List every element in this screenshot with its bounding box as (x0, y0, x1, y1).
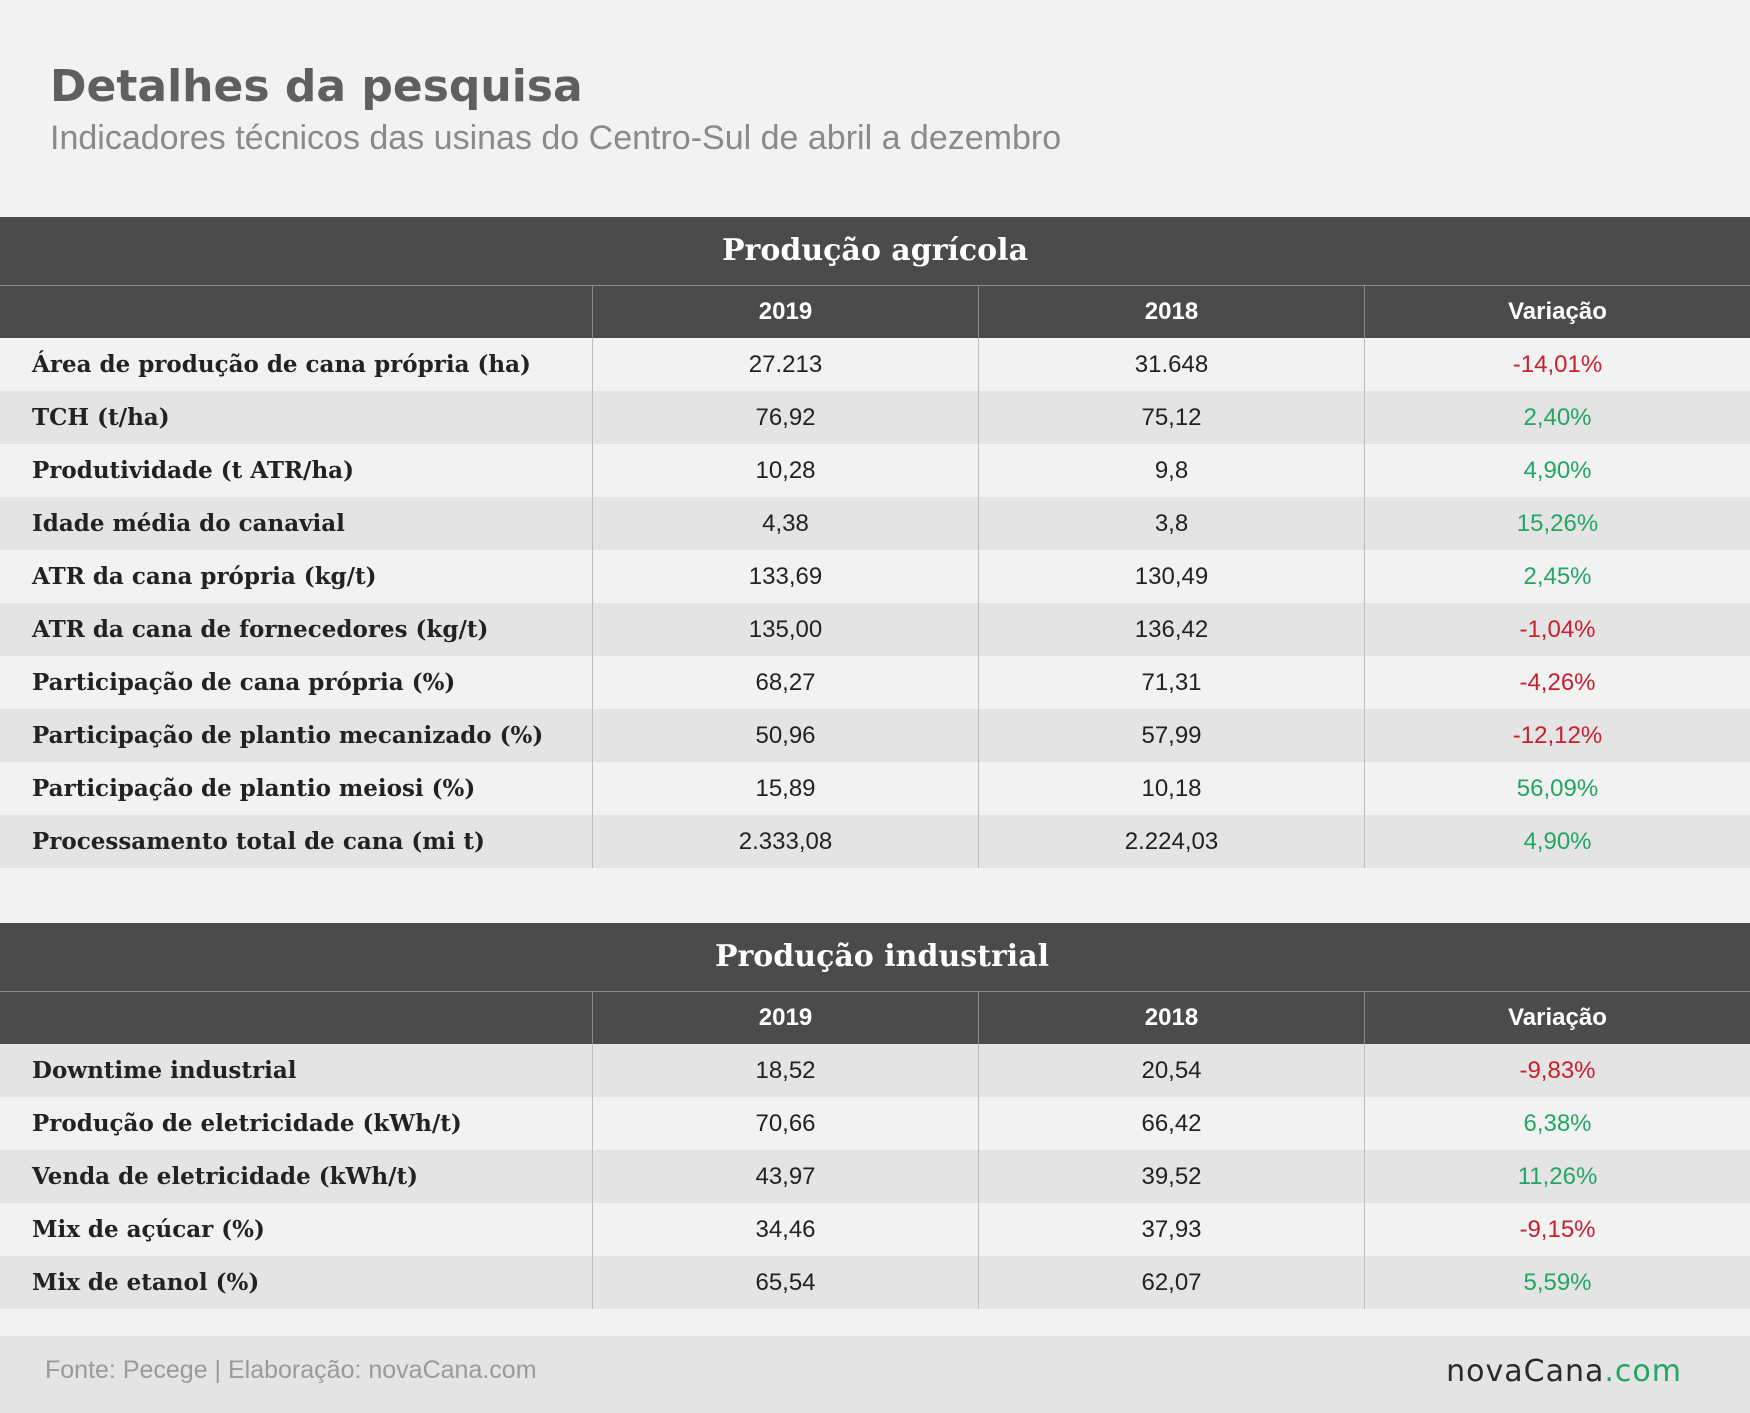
table-row: ATR da cana de fornecedores (kg/t) 135,00… (0, 603, 1750, 656)
table-row: Mix de açúcar (%) 34,46 37,93 -9,15% (0, 1203, 1750, 1256)
value-2019: 18,52 (593, 1044, 979, 1097)
table-row: Idade média do canavial 4,38 3,8 15,26% (0, 497, 1750, 550)
row-label: ATR da cana de fornecedores (kg/t) (0, 603, 593, 656)
page-title: Detalhes da pesquisa (50, 61, 583, 112)
value-variacao: 4,90% (1523, 456, 1592, 484)
header-cell-2019: 2019 (593, 286, 979, 338)
table-row: Venda de eletricidade (kWh/t) 43,97 39,52 1… (0, 1150, 1750, 1203)
source-note: Fonte: Pecege | Elaboração: novaCana.com (45, 1356, 537, 1384)
value-variacao: 11,26% (1517, 1162, 1598, 1190)
header-cell-label (0, 286, 593, 338)
value-variacao: 6,38% (1523, 1109, 1592, 1137)
row-label: Participação de cana própria (%) (0, 656, 593, 709)
row-label: ATR da cana própria (kg/t) (0, 550, 593, 603)
value-2018: 37,93 (979, 1203, 1365, 1256)
value-2018: 136,42 (979, 603, 1365, 656)
row-label: Produtividade (t ATR/ha) (0, 444, 593, 497)
value-2018: 20,54 (979, 1044, 1365, 1097)
row-label: Idade média do canavial (0, 497, 593, 550)
table-row: Participação de cana própria (%) 68,27 71,… (0, 656, 1750, 709)
table-row: Processamento total de cana (mi t) 2.333,… (0, 815, 1750, 868)
header-cell-label (0, 992, 593, 1044)
header-cell-2018: 2018 (979, 286, 1365, 338)
value-2019: 15,89 (593, 762, 979, 815)
industrial-header-row: 2019 2018 Variação (0, 992, 1750, 1044)
value-2018: 66,42 (979, 1097, 1365, 1150)
agricola-table: Produção agrícola 2019 2018 Variação Áre… (0, 217, 1750, 868)
value-2018: 130,49 (979, 550, 1365, 603)
industrial-table: Produção industrial 2019 2018 Variação D… (0, 923, 1750, 1309)
table-row: Participação de plantio mecanizado (%) 50… (0, 709, 1750, 762)
agricola-title: Produção agrícola (0, 217, 1750, 286)
value-variacao: 2,45% (1523, 562, 1592, 590)
novacana-logo: novaCana.com (1446, 1354, 1682, 1389)
value-2018: 9,8 (979, 444, 1365, 497)
value-2019: 2.333,08 (593, 815, 979, 868)
value-variacao: -9,83% (1519, 1056, 1596, 1084)
row-label: Produção de eletricidade (kWh/t) (0, 1097, 593, 1150)
value-variacao: -14,01% (1512, 350, 1603, 378)
value-2019: 10,28 (593, 444, 979, 497)
value-2018: 71,31 (979, 656, 1365, 709)
value-2018: 39,52 (979, 1150, 1365, 1203)
value-2019: 27.213 (593, 338, 979, 391)
table-row: Participação de plantio meiosi (%) 15,89 1… (0, 762, 1750, 815)
value-2019: 135,00 (593, 603, 979, 656)
value-2019: 65,54 (593, 1256, 979, 1309)
header-cell-variacao: Variação (1508, 298, 1607, 325)
value-2018: 3,8 (979, 497, 1365, 550)
value-2018: 31.648 (979, 338, 1365, 391)
table-row: Produtividade (t ATR/ha) 10,28 9,8 4,90% (0, 444, 1750, 497)
table-row: Mix de etanol (%) 65,54 62,07 5,59% (0, 1256, 1750, 1309)
value-2018: 57,99 (979, 709, 1365, 762)
table-row: TCH (t/ha) 76,92 75,12 2,40% (0, 391, 1750, 444)
value-2018: 62,07 (979, 1256, 1365, 1309)
value-2019: 133,69 (593, 550, 979, 603)
header-cell-variacao: Variação (1508, 1004, 1607, 1031)
value-2018: 10,18 (979, 762, 1365, 815)
row-label: Processamento total de cana (mi t) (0, 815, 593, 868)
value-2019: 34,46 (593, 1203, 979, 1256)
value-variacao: -9,15% (1519, 1215, 1596, 1243)
header-cell-2018: 2018 (979, 992, 1365, 1044)
value-2018: 75,12 (979, 391, 1365, 444)
value-variacao: 2,40% (1523, 403, 1592, 431)
value-variacao: 15,26% (1516, 509, 1599, 537)
footer: Fonte: Pecege | Elaboração: novaCana.com… (0, 1336, 1750, 1413)
industrial-title: Produção industrial (0, 923, 1750, 992)
value-2019: 70,66 (593, 1097, 979, 1150)
value-variacao: -4,26% (1519, 668, 1596, 696)
page-header: Detalhes da pesquisa Indicadores técnico… (50, 61, 1062, 158)
row-label: Mix de açúcar (%) (0, 1203, 593, 1256)
row-label: Participação de plantio meiosi (%) (0, 762, 593, 815)
value-2019: 43,97 (593, 1150, 979, 1203)
row-label: Venda de eletricidade (kWh/t) (0, 1150, 593, 1203)
value-variacao: -12,12% (1512, 721, 1603, 749)
value-2018: 2.224,03 (979, 815, 1365, 868)
value-2019: 4,38 (593, 497, 979, 550)
value-2019: 50,96 (593, 709, 979, 762)
value-2019: 76,92 (593, 391, 979, 444)
row-label: TCH (t/ha) (0, 391, 593, 444)
agricola-header-row: 2019 2018 Variação (0, 286, 1750, 338)
header-cell-2019: 2019 (593, 992, 979, 1044)
value-variacao: 5,59% (1523, 1268, 1592, 1296)
table-row: Área de produção de cana própria (ha) 27.… (0, 338, 1750, 391)
table-row: Produção de eletricidade (kWh/t) 70,66 66,… (0, 1097, 1750, 1150)
row-label: Área de produção de cana própria (ha) (0, 338, 593, 391)
row-label: Mix de etanol (%) (0, 1256, 593, 1309)
value-variacao: -1,04% (1519, 615, 1596, 643)
table-row: ATR da cana própria (kg/t) 133,69 130,49 2,… (0, 550, 1750, 603)
value-2019: 68,27 (593, 656, 979, 709)
row-label: Downtime industrial (0, 1044, 593, 1097)
value-variacao: 56,09% (1516, 774, 1599, 802)
page-subtitle: Indicadores técnicos das usinas do Centr… (50, 118, 1062, 157)
row-label: Participação de plantio mecanizado (%) (0, 709, 593, 762)
table-row: Downtime industrial 18,52 20,54 -9,83% (0, 1044, 1750, 1097)
value-variacao: 4,90% (1523, 827, 1592, 855)
